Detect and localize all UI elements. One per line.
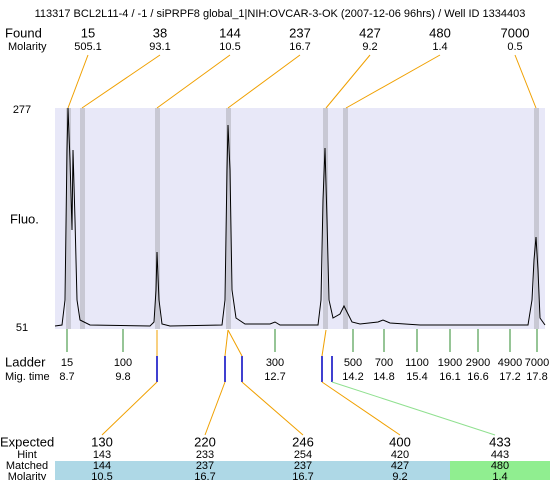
- y-bottom: 51: [16, 322, 28, 334]
- ladder-time: 15.4: [406, 371, 427, 383]
- found-size: 480: [429, 25, 451, 40]
- ladder-size: 100: [114, 357, 132, 369]
- ladder-time: 12.7: [264, 371, 285, 383]
- found-links: [67, 54, 537, 109]
- plot-area: [55, 108, 545, 329]
- found-molarity: 10.5: [219, 41, 240, 53]
- found-size: 237: [289, 25, 311, 40]
- hint: 420: [391, 449, 409, 461]
- hint: 443: [491, 449, 509, 461]
- matched: 144: [93, 460, 111, 472]
- matched-label: Matched: [6, 460, 48, 472]
- hint-label: Hint: [17, 449, 37, 461]
- ladder-time: 14.8: [373, 371, 394, 383]
- hint: 143: [93, 449, 111, 461]
- found-molarity: 93.1: [149, 41, 170, 53]
- ladder-label: Ladder: [5, 354, 46, 369]
- ladder-size: 1900: [438, 357, 462, 369]
- found-size: 427: [359, 25, 381, 40]
- ladder-ticks: [66, 329, 538, 352]
- matched-band-ok: [450, 461, 550, 480]
- hint: 254: [294, 449, 312, 461]
- expected-size: 246: [292, 434, 314, 449]
- ladder-size: 4900: [498, 357, 522, 369]
- title: 113317 BCL2L11-4 / -1 / siPRPF8 global_1…: [35, 8, 526, 20]
- found-size: 144: [219, 25, 241, 40]
- ladder-size: 15: [61, 357, 73, 369]
- expected-label: Expected: [0, 434, 54, 449]
- matched: 480: [491, 460, 509, 472]
- ladder-size: 700: [375, 357, 393, 369]
- y-top: 277: [13, 104, 31, 116]
- molarity-label: Molarity: [8, 471, 47, 480]
- ladder-size: 1100: [405, 357, 429, 369]
- hint: 233: [196, 449, 214, 461]
- matched: 427: [391, 460, 409, 472]
- ladder-time: 17.8: [526, 371, 547, 383]
- ladder-size: 300: [266, 357, 284, 369]
- found-size: 38: [153, 25, 167, 40]
- found-molarity: 0.5: [507, 41, 522, 53]
- ladder-time: 17.2: [499, 371, 520, 383]
- found-molarity: 16.7: [289, 41, 310, 53]
- matched: 237: [294, 460, 312, 472]
- found-molarity: 1.4: [432, 41, 447, 53]
- expected-size: 400: [389, 434, 411, 449]
- ladder-time: 16.6: [467, 371, 488, 383]
- ladder-time: 16.1: [439, 371, 460, 383]
- ladder-time: 9.8: [115, 371, 130, 383]
- peak-bands: [66, 108, 539, 329]
- matched-band: [55, 461, 450, 480]
- y-label: Fluo.: [10, 211, 39, 226]
- matched: 237: [196, 460, 214, 472]
- found-molarity: 9.2: [362, 41, 377, 53]
- ladder-time: 8.7: [59, 371, 74, 383]
- found-molarity: 505.1: [74, 41, 102, 53]
- matched-molarity: 16.7: [194, 471, 215, 480]
- found-size: 15: [81, 25, 95, 40]
- match-links: [101, 329, 401, 436]
- ladder-size: 500: [344, 357, 362, 369]
- expected-size: 130: [91, 434, 113, 449]
- found-size: 7000: [501, 25, 530, 40]
- matched-molarity: 10.5: [91, 471, 112, 480]
- found-label: Found: [5, 25, 42, 40]
- matched-molarity: 16.7: [292, 471, 313, 480]
- ladder-size: 7000: [525, 357, 549, 369]
- trace: [54, 107, 546, 327]
- ladder-size: 2900: [466, 357, 490, 369]
- match-link: [331, 381, 496, 436]
- ladder-time: 14.2: [342, 371, 363, 383]
- expected-size: 433: [489, 434, 511, 449]
- mig-time-label: Mig. time: [5, 371, 50, 383]
- match-ticks: [156, 356, 333, 382]
- matched-molarity: 1.4: [492, 471, 507, 480]
- expected-size: 220: [194, 434, 216, 449]
- found-molarity-label: Molarity: [8, 41, 47, 53]
- matched-molarity: 9.2: [392, 471, 407, 480]
